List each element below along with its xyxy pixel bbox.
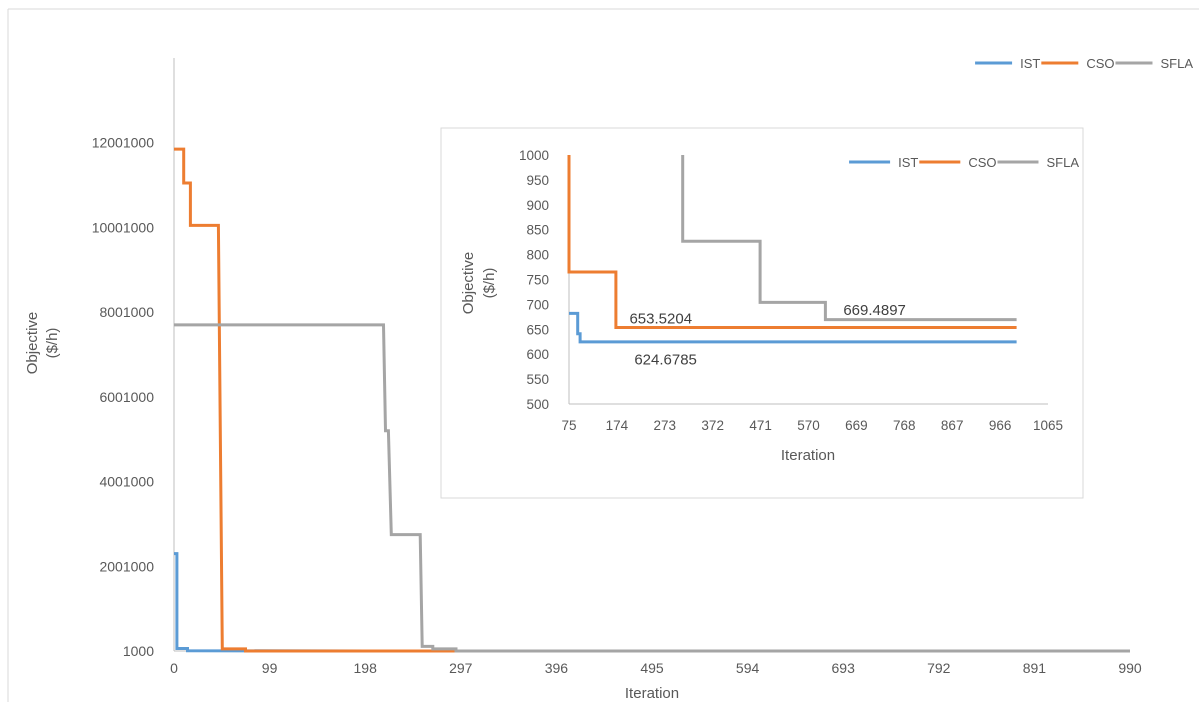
main-x-tick-label: 99	[262, 660, 278, 676]
main-legend: IST CSO SFLA	[975, 56, 1193, 71]
main-series-line-ist	[174, 552, 1130, 653]
main-y-tick-label: 2001000	[99, 558, 154, 574]
inset-y-tick-label: 600	[526, 347, 549, 362]
main-y-tick-label: 6001000	[99, 389, 154, 405]
main-legend-label-ist: IST	[1020, 56, 1040, 71]
main-x-tick-label: 693	[832, 660, 856, 676]
main-y-tick-label: 8001000	[99, 304, 154, 320]
main-x-tick-label: 198	[354, 660, 378, 676]
main-y-tick-label: 4001000	[99, 474, 154, 490]
main-y-tick-label: 10001000	[92, 219, 155, 235]
inset-y-tick-label: 750	[526, 273, 549, 288]
main-x-tick-label: 990	[1118, 660, 1142, 676]
inset-chart: 500 550 600 650 700 750 800 850 900 950 1000 75 174…	[460, 148, 1079, 464]
inset-x-axis-title: Iteration	[781, 447, 835, 464]
inset-y-axis-title-line1: Objective	[460, 252, 477, 315]
inset-x-tick-label: 174	[606, 418, 629, 433]
main-x-tick-label: 495	[640, 660, 664, 676]
main-series-line-cso	[174, 147, 1130, 653]
inset-y-tick-label: 650	[526, 322, 549, 337]
main-chart: 1000200100040010006001000800100010001000…	[24, 56, 1193, 702]
inset-y-tick-label: 900	[526, 198, 549, 213]
inset-y-tick-label: 550	[526, 372, 549, 387]
inset-x-tick-label: 669	[845, 418, 868, 433]
inset-x-tick-label: 75	[561, 418, 576, 433]
main-y-tick-label: 1000	[123, 643, 154, 659]
inset-value-annotation: 624.6785	[634, 352, 697, 369]
main-x-tick-label: 792	[927, 660, 951, 676]
main-x-tick-label: 891	[1023, 660, 1047, 676]
main-legend-label-cso: CSO	[1086, 56, 1114, 71]
inset-y-tick-label: 950	[526, 173, 549, 188]
inset-x-tick-label: 1065	[1033, 418, 1063, 433]
inset-y-tick-label: 500	[526, 397, 549, 412]
main-series-line-sfla	[174, 323, 1130, 653]
inset-x-tick-label: 372	[701, 418, 724, 433]
main-legend-label-sfla: SFLA	[1160, 56, 1193, 71]
inset-series-line-cso	[567, 155, 1017, 329]
inset-x-tick-label: 768	[893, 418, 916, 433]
main-x-tick-label: 0	[170, 660, 178, 676]
inset-series-line-ist	[569, 311, 1017, 344]
inset-y-tick-label: 800	[526, 248, 549, 263]
inset-y-tick-label: 700	[526, 297, 549, 312]
inset-y-axis-title-line2: ($/h)	[481, 268, 498, 299]
inset-series-line-sfla	[681, 155, 1017, 322]
main-y-axis-title-line2: ($/h)	[44, 328, 61, 359]
inset-value-annotation: 653.5204	[629, 310, 692, 327]
main-x-tick-label: 297	[449, 660, 473, 676]
inset-legend: IST CSO SFLA	[849, 155, 1079, 170]
inset-y-tick-label: 850	[526, 223, 549, 238]
inset-x-tick-label: 966	[989, 418, 1012, 433]
main-x-tick-label: 396	[545, 660, 569, 676]
inset-legend-label-ist: IST	[898, 155, 918, 170]
main-y-tick-label: 12001000	[92, 135, 155, 151]
main-y-axis-title-line1: Objective	[24, 312, 41, 375]
main-x-tick-label: 594	[736, 660, 760, 676]
inset-legend-label-cso: CSO	[968, 155, 996, 170]
inset-legend-label-sfla: SFLA	[1046, 155, 1079, 170]
inset-y-tick-label: 1000	[519, 148, 549, 163]
inset-x-tick-label: 273	[654, 418, 677, 433]
main-x-axis-title: Iteration	[625, 685, 679, 702]
inset-value-annotation: 669.4897	[843, 302, 906, 319]
inset-x-tick-label: 867	[941, 418, 964, 433]
inset-x-tick-label: 471	[749, 418, 772, 433]
inset-chart-background	[440, 127, 1084, 499]
inset-x-tick-label: 570	[797, 418, 820, 433]
